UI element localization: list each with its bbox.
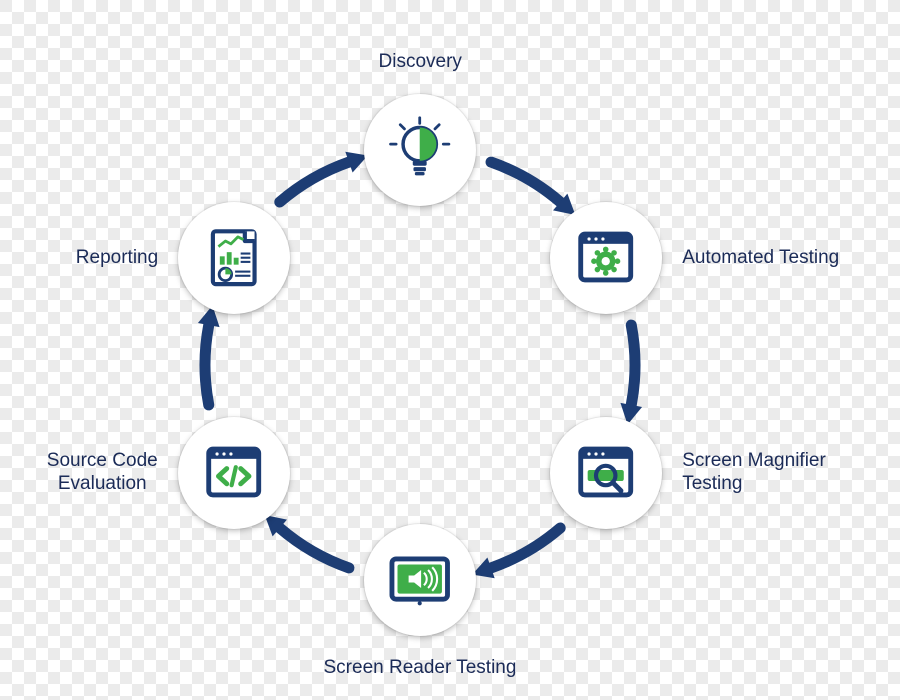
label-reporting: Reporting — [76, 246, 158, 270]
cycle-arrow-shaft — [280, 528, 349, 568]
node-automated — [550, 202, 662, 314]
node-reporting — [178, 202, 290, 314]
lightbulb-icon — [385, 115, 454, 184]
cycle-arrow-shaft — [280, 162, 349, 202]
label-discovery: Discovery — [379, 50, 462, 74]
code-window-icon — [199, 438, 268, 507]
label-automated: Automated Testing — [682, 246, 839, 270]
cycle-arrow-shaft — [205, 325, 209, 405]
label-source: Source Code Evaluation — [47, 449, 158, 497]
gear-window-icon — [571, 223, 640, 292]
node-discovery — [364, 94, 476, 206]
cycle-arrow-shaft — [491, 528, 560, 568]
cycle-diagram: Discovery Automated Testing Screen Magnifi… — [0, 0, 900, 700]
node-magnifier — [550, 417, 662, 529]
label-magnifier: Screen Magnifier Testing — [682, 449, 826, 497]
speaker-tablet-icon — [385, 545, 454, 614]
magnifier-window-icon — [571, 438, 640, 507]
cycle-arrow-shaft — [631, 325, 635, 405]
node-source — [178, 417, 290, 529]
label-reader: Screen Reader Testing — [324, 656, 517, 680]
node-reader — [364, 524, 476, 636]
cycle-arrow-shaft — [491, 162, 560, 202]
report-doc-icon — [199, 223, 268, 292]
